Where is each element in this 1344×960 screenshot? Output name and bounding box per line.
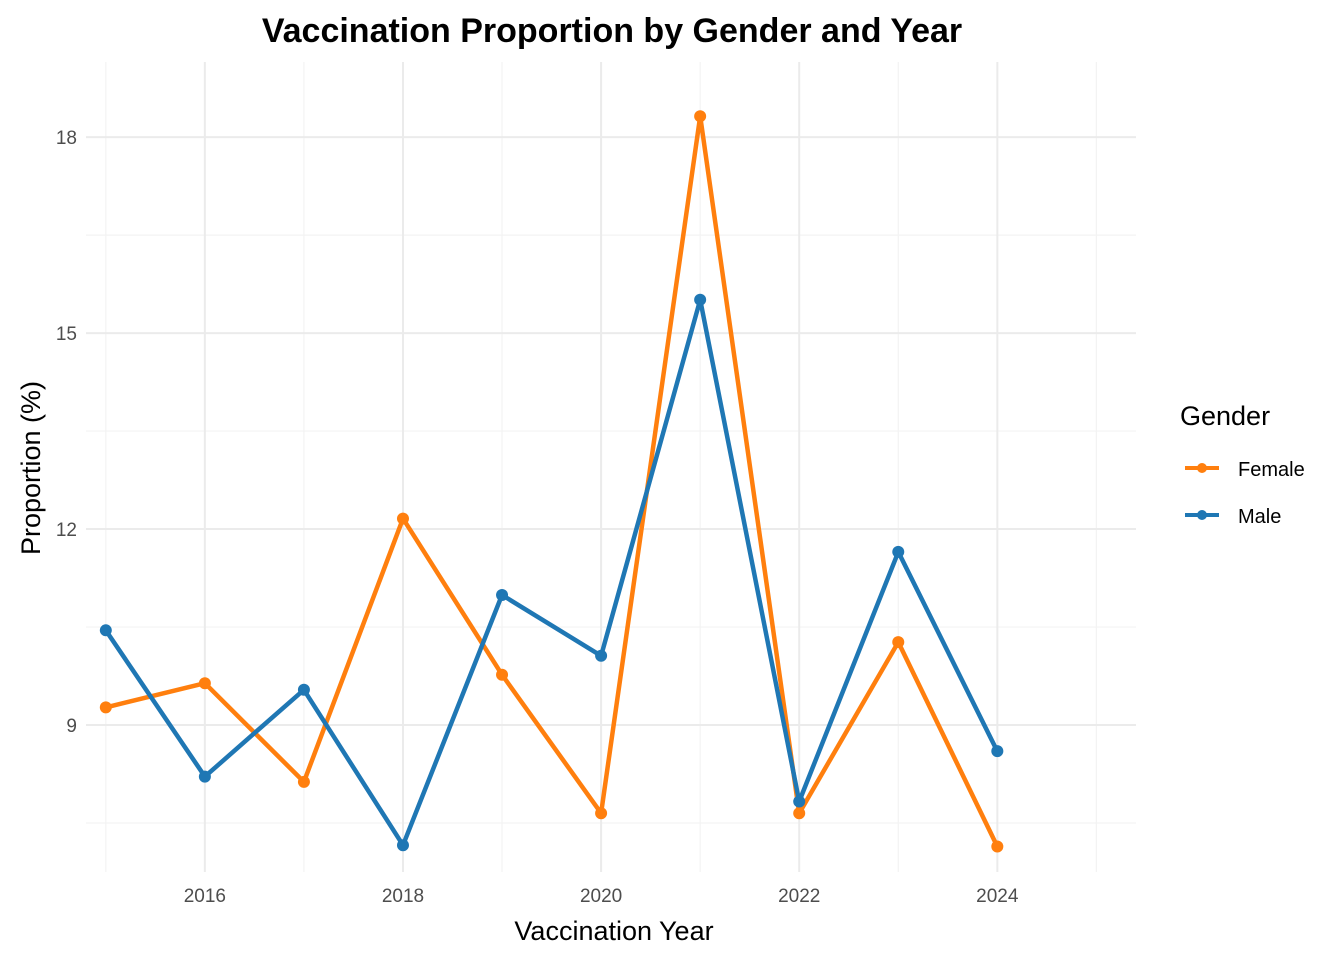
x-tick-label: 2016 [184, 886, 226, 907]
tick-layer: 2016 2018 2020 2022 2024 9 12 15 18 [56, 128, 1019, 907]
data-point-female [595, 807, 608, 820]
data-point-female [892, 636, 905, 649]
data-point-female [793, 807, 806, 820]
data-point-male [99, 624, 112, 637]
legend: Gender Female Male [1180, 401, 1305, 528]
data-point-male [892, 545, 905, 558]
legend-key-point-male [1197, 510, 1207, 520]
y-axis-title: Proportion (%) [16, 381, 46, 555]
data-point-female [991, 840, 1004, 853]
chart-title: Vaccination Proportion by Gender and Yea… [262, 12, 962, 50]
data-point-female [99, 701, 112, 714]
data-point-male [198, 770, 211, 783]
data-point-male [396, 839, 409, 852]
data-point-male [991, 745, 1004, 758]
data-point-male [595, 649, 608, 662]
legend-item-male: Male [1185, 506, 1281, 528]
y-tick-label: 15 [56, 324, 77, 345]
x-axis-title: Vaccination Year [514, 916, 713, 946]
legend-title: Gender [1180, 401, 1270, 431]
series-line-female [103, 113, 1000, 849]
data-point-female [694, 110, 707, 123]
data-point-male [297, 683, 310, 696]
legend-label-female: Female [1238, 459, 1305, 481]
x-tick-label: 2018 [382, 886, 424, 907]
legend-label-male: Male [1238, 506, 1281, 528]
data-point-male [496, 589, 509, 602]
grid-layer [86, 62, 1136, 872]
y-tick-label: 12 [56, 520, 77, 541]
x-tick-label: 2024 [976, 886, 1019, 907]
series-layer [99, 110, 1004, 853]
legend-key-point-female [1197, 463, 1207, 473]
data-point-female [396, 512, 409, 525]
series-line-male [103, 297, 1000, 848]
x-tick-label: 2022 [778, 886, 820, 907]
data-point-male [793, 795, 806, 808]
data-point-female [297, 775, 310, 788]
y-tick-label: 18 [56, 128, 77, 149]
y-tick-label: 9 [66, 716, 77, 737]
x-tick-label: 2020 [580, 886, 622, 907]
data-point-male [694, 293, 707, 306]
data-point-female [496, 668, 509, 681]
data-point-female [198, 677, 211, 690]
legend-item-female: Female [1185, 459, 1305, 481]
